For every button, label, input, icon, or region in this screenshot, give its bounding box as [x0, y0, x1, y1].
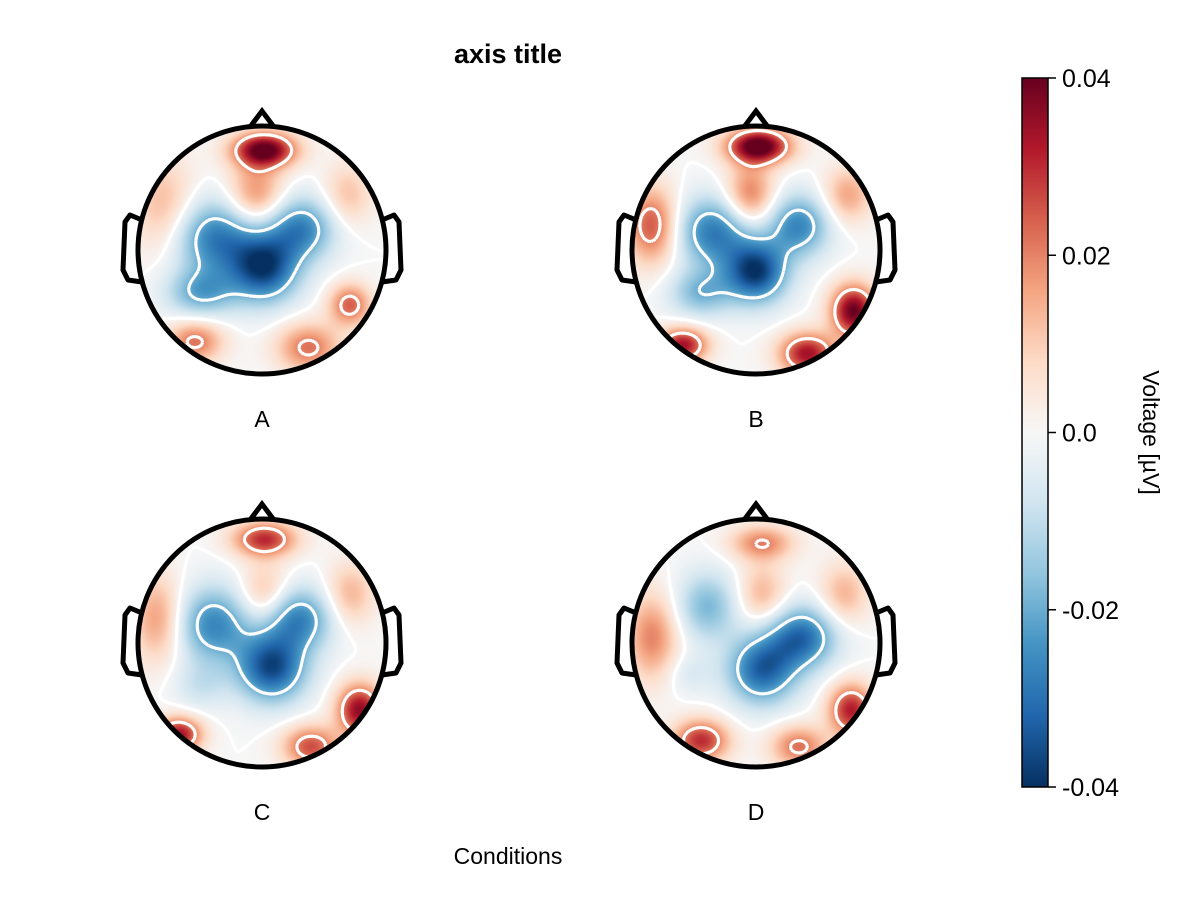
topoplot-panels: A B C D	[120, 106, 898, 825]
head-outline	[135, 516, 389, 770]
head-outline	[629, 123, 883, 377]
colorbar-tick-label: -0.04	[1062, 774, 1119, 802]
colorbar-ticks: 0.04 0.02 0.0 -0.02 -0.04	[1048, 65, 1119, 802]
panel-label-a: A	[254, 406, 270, 432]
right-ear-icon	[875, 605, 898, 678]
colorbar-gradient	[1021, 77, 1049, 788]
topoplot-panel-a: A	[120, 106, 404, 432]
colorbar-label: Voltage [µV]	[1138, 370, 1164, 495]
right-ear-icon	[381, 212, 404, 285]
contour-line	[736, 615, 826, 696]
panel-label-b: B	[748, 406, 763, 432]
right-ear-icon	[875, 212, 898, 285]
colorbar-tick-label: 0.0	[1062, 420, 1097, 448]
nose-icon	[248, 106, 276, 129]
left-ear-icon	[120, 212, 143, 285]
left-ear-icon	[614, 212, 637, 285]
colorbar-tick-label: -0.02	[1062, 597, 1119, 625]
nose-icon	[742, 499, 770, 522]
left-ear-icon	[120, 605, 143, 678]
contour-line	[187, 210, 321, 302]
contour-line	[158, 545, 358, 754]
right-ear-icon	[381, 605, 404, 678]
panel-label-c: C	[254, 799, 271, 825]
contour-line	[185, 133, 361, 357]
topoplot-panel-b: B	[614, 106, 898, 432]
head-outline	[135, 123, 389, 377]
contour-line	[692, 208, 816, 300]
nose-icon	[742, 106, 770, 129]
topoplot-panel-c: C	[120, 499, 404, 825]
x-axis-label: Conditions	[454, 843, 563, 869]
contour-line	[195, 602, 318, 696]
panel-label-d: D	[748, 799, 765, 825]
contour-line	[638, 129, 874, 371]
topoplot-panel-d: D	[614, 499, 898, 825]
topoplot-heatmap	[140, 521, 384, 765]
nose-icon	[248, 499, 276, 522]
colorbar-tick-label: 0.04	[1062, 65, 1111, 93]
colorbar: 0.04 0.02 0.0 -0.02 -0.04 Voltage [µV]	[1021, 65, 1164, 802]
contour-line	[140, 174, 384, 337]
left-ear-icon	[614, 605, 637, 678]
colorbar-tick-label: 0.02	[1062, 242, 1111, 270]
chart-title: axis title	[454, 39, 562, 69]
topoplot-heatmap	[140, 128, 384, 372]
head-outline	[629, 516, 883, 770]
